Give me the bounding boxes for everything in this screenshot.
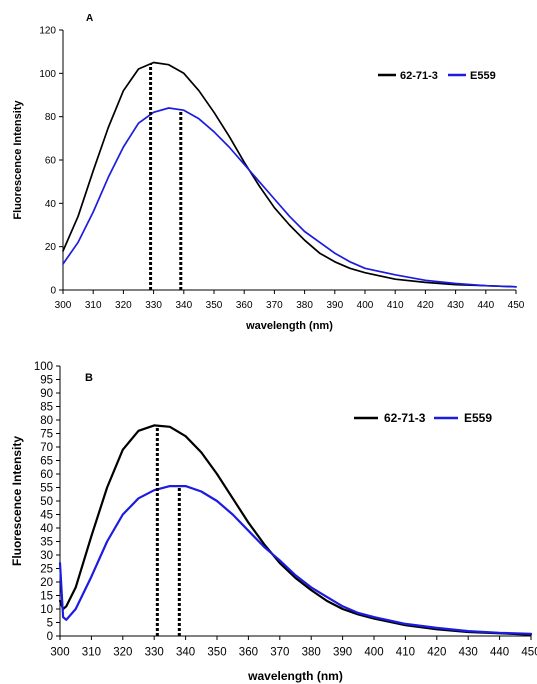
y-tick-label: 70 [40,442,53,454]
y-tick-label: 10 [40,604,53,616]
legend-label: E559 [464,411,492,425]
y-tick-label: 95 [40,375,53,387]
y-tick-label: 25 [40,564,53,576]
y-tick-label: 30 [40,550,53,562]
x-tick-label: 400 [364,647,383,659]
x-tick-label: 420 [427,647,446,659]
series-line-62-71-3 [58,424,533,636]
y-tick-label: 40 [40,523,53,535]
x-tick-label: 330 [145,647,164,659]
y-tick-label: 100 [39,69,56,80]
x-tick-label: 400 [357,300,374,311]
x-tick-label: 440 [477,300,494,311]
y-tick-label: 50 [40,496,53,508]
x-tick-label: 360 [236,300,253,311]
x-tick-label: 410 [387,300,404,311]
y-tick-label: 60 [45,156,57,167]
y-tick-label: 80 [40,415,53,427]
y-tick-label: 85 [40,402,53,414]
y-axis-title: Fluorescence Intensity [10,436,24,566]
x-tick-label: 430 [447,300,464,311]
x-tick-label: 340 [175,300,192,311]
panel-label: B [85,372,93,384]
panel-label: A [86,13,93,24]
y-tick-label: 40 [45,199,57,210]
x-tick-label: 350 [207,647,226,659]
x-tick-label: 450 [508,300,525,311]
y-tick-label: 120 [39,26,56,37]
x-tick-label: 390 [326,300,343,311]
series-line-e559 [62,107,517,288]
legend-label: E559 [470,70,496,82]
y-tick-label: 90 [40,388,53,400]
x-tick-label: 420 [417,300,434,311]
y-tick-label: 0 [47,631,53,643]
y-tick-label: 20 [40,577,53,589]
y-axis-title: Fluorescence Intensity [12,100,24,220]
y-tick-label: 20 [45,242,57,253]
x-tick-label: 310 [85,300,102,311]
x-tick-label: 330 [145,300,162,311]
y-tick-label: 45 [40,510,53,522]
x-tick-label: 390 [333,647,352,659]
x-tick-label: 380 [296,300,313,311]
x-tick-label: 310 [82,647,101,659]
y-tick-label: 35 [40,537,53,549]
x-tick-label: 410 [396,647,415,659]
y-tick-label: 100 [34,361,53,373]
chart-legend: 62-71-3 E559 [378,70,496,82]
x-tick-label: 370 [270,647,289,659]
y-tick-label: 65 [40,456,53,468]
y-tick-label: 15 [40,591,53,603]
x-tick-label: 320 [115,300,132,311]
x-tick-label: 350 [206,300,223,311]
legend-label: 62-71-3 [384,411,426,425]
x-axis-title: wavelength (nm) [245,320,333,332]
x-tick-label: 440 [490,647,509,659]
y-tick-label: 60 [40,469,53,481]
x-tick-label: 380 [302,647,321,659]
x-tick-label: 320 [113,647,132,659]
y-tick-label: 5 [47,618,53,630]
series-line-62-71-3 [62,61,517,288]
y-tick-label: 75 [40,429,53,441]
y-tick-label: 55 [40,483,53,495]
chart-panel-a: 0 20 40 60 80 100 120 300 310 320 330 340 350 360 370 3… [12,13,525,332]
y-tick-label: 80 [45,112,57,123]
x-axis-title: wavelength (nm) [247,669,343,683]
x-tick-label: 430 [459,647,478,659]
x-tick-label: 360 [239,647,258,659]
chart-legend: 62-71-3 E559 [354,411,492,425]
legend-label: 62-71-3 [400,70,438,82]
x-tick-label: 340 [176,647,195,659]
x-tick-label: 300 [55,300,72,311]
x-tick-label: 300 [50,647,69,659]
series-line-e559 [58,485,533,635]
x-tick-label: 370 [266,300,283,311]
y-tick-label: 0 [50,286,56,297]
x-tick-label: 450 [521,647,537,659]
